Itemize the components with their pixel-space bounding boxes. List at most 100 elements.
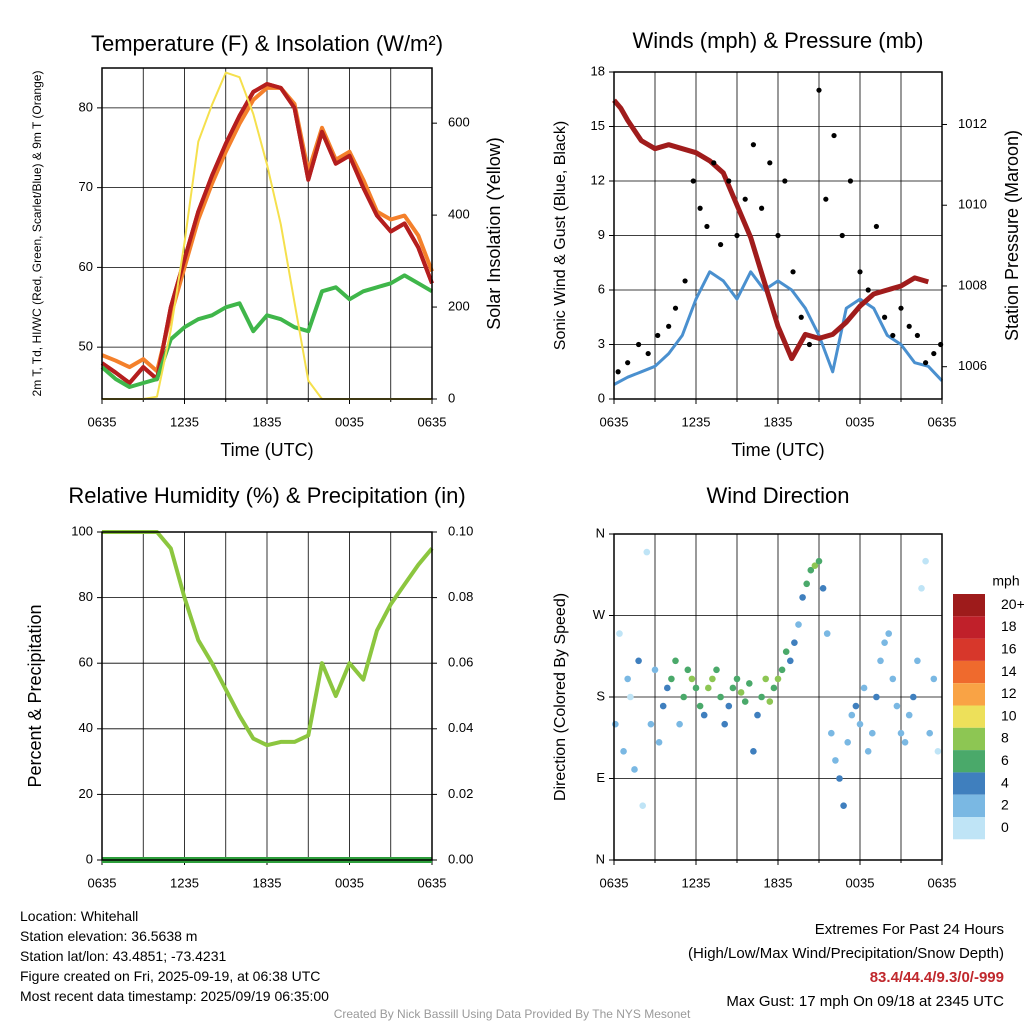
direction-point xyxy=(624,675,631,683)
y-tick-label: N xyxy=(596,851,605,866)
y2-tick-label: 0.02 xyxy=(448,786,473,801)
x-tick-label: 0635 xyxy=(88,875,117,890)
y2-tick-label: 1008 xyxy=(958,277,987,292)
direction-point xyxy=(807,566,815,574)
legend-swatch xyxy=(953,594,985,617)
direction-point xyxy=(848,711,856,719)
gust-point xyxy=(672,305,679,311)
direction-point xyxy=(885,630,892,637)
legend-label: 10 xyxy=(1001,707,1017,723)
chart-title: Relative Humidity (%) & Precipitation (i… xyxy=(68,483,465,508)
extremes-info: Extremes For Past 24 Hours (High/Low/Max… xyxy=(688,918,1004,1014)
direction-point xyxy=(627,693,634,701)
direction-point xyxy=(799,594,806,601)
gust-point xyxy=(839,232,845,239)
y-tick-label: 18 xyxy=(591,63,605,78)
y-tick-label: 50 xyxy=(79,339,93,354)
legend-swatch xyxy=(953,794,985,817)
direction-point xyxy=(795,621,802,628)
y-tick-label: 40 xyxy=(79,720,93,735)
pressure-line xyxy=(612,98,930,362)
direction-point xyxy=(881,639,888,646)
direction-point xyxy=(612,720,619,728)
gust-point xyxy=(857,269,863,275)
plot-border xyxy=(613,71,943,400)
x-tick-label: 0035 xyxy=(846,875,875,890)
direction-point xyxy=(918,585,925,592)
direction-point xyxy=(864,748,872,755)
direction-point xyxy=(893,702,901,710)
direction-point xyxy=(664,684,671,692)
direction-point xyxy=(856,720,864,728)
y-axis-label: Direction (Colored By Speed) xyxy=(552,593,569,801)
y-tick-label: 100 xyxy=(71,523,93,538)
gust-point xyxy=(690,178,696,184)
y2-tick-label: 600 xyxy=(448,115,470,130)
direction-point xyxy=(897,729,905,737)
x-tick-label: 0635 xyxy=(928,414,957,429)
direction-point xyxy=(620,748,627,755)
legend-swatch xyxy=(953,750,985,773)
legend-swatch xyxy=(953,727,985,751)
legend-title: mph xyxy=(992,573,1019,589)
y2-tick-label: 0.08 xyxy=(448,589,473,604)
gust-point xyxy=(742,196,748,202)
legend-swatch xyxy=(953,772,985,795)
direction-point xyxy=(803,580,810,588)
station-info: Location: Whitehall Station elevation: 3… xyxy=(20,906,329,1006)
x-tick-label: 0035 xyxy=(335,414,364,429)
direction-point xyxy=(643,548,651,556)
gust-point xyxy=(625,360,631,366)
plot-border xyxy=(101,531,433,861)
x-tick-label: 1835 xyxy=(253,414,282,429)
direction-point xyxy=(926,729,933,737)
y-tick-label: 0 xyxy=(86,851,93,866)
direction-point xyxy=(823,630,831,637)
direction-point xyxy=(852,702,860,710)
gust-point xyxy=(873,223,880,230)
direction-point xyxy=(672,657,679,665)
y-tick-label: 12 xyxy=(591,172,605,187)
chart-title: Winds (mph) & Pressure (mb) xyxy=(633,28,924,53)
y2-tick-label: 0 xyxy=(448,390,455,405)
direction-point xyxy=(659,702,667,710)
gust-point xyxy=(759,205,765,211)
direction-point xyxy=(869,729,876,737)
direction-point xyxy=(750,748,757,755)
legend-swatch xyxy=(953,817,985,840)
direction-point xyxy=(647,720,655,728)
extremes-values: 83.4/44.4/9.3/0/-999 xyxy=(869,969,1004,986)
y-tick-label: 15 xyxy=(591,118,605,133)
y-tick-label: 80 xyxy=(79,99,93,114)
direction-point xyxy=(844,738,851,746)
y-tick-label: W xyxy=(593,607,606,622)
legend-swatch xyxy=(953,705,985,728)
legend-label: 14 xyxy=(1001,663,1017,679)
legend-label: 8 xyxy=(1001,730,1009,746)
legend-label: 18 xyxy=(1001,618,1017,634)
plot-border xyxy=(613,533,943,861)
legend-label: 2 xyxy=(1001,797,1009,813)
direction-point xyxy=(766,698,774,705)
direction-point xyxy=(815,557,823,565)
y-axis-label: Sonic Wind & Gust (Blue, Black) xyxy=(552,121,569,350)
y-axis-label: Percent & Precipitation xyxy=(25,604,45,787)
x-axis-label: Time (UTC) xyxy=(220,440,313,460)
y2-tick-label: 1012 xyxy=(958,116,987,131)
direction-point xyxy=(733,675,741,683)
y2-tick-label: 200 xyxy=(448,298,470,313)
max-gust-label: Max Gust: 17 mph On 09/18 at 2345 UTC xyxy=(726,993,1004,1010)
y2-tick-label: 1006 xyxy=(958,358,987,373)
direction-point xyxy=(725,702,733,710)
y-tick-label: 9 xyxy=(598,227,605,242)
x-tick-label: 0635 xyxy=(600,414,629,429)
gust-point xyxy=(798,314,804,320)
direction-point xyxy=(782,648,790,656)
gust-point xyxy=(655,332,661,339)
extremes-subtitle: (High/Low/Max Wind/Precipitation/Snow De… xyxy=(688,945,1004,962)
direction-point xyxy=(758,693,765,701)
x-tick-label: 0635 xyxy=(600,875,629,890)
y2-tick-label: 1010 xyxy=(958,197,987,212)
series-line-td xyxy=(100,273,434,389)
y-tick-label: S xyxy=(596,688,605,703)
